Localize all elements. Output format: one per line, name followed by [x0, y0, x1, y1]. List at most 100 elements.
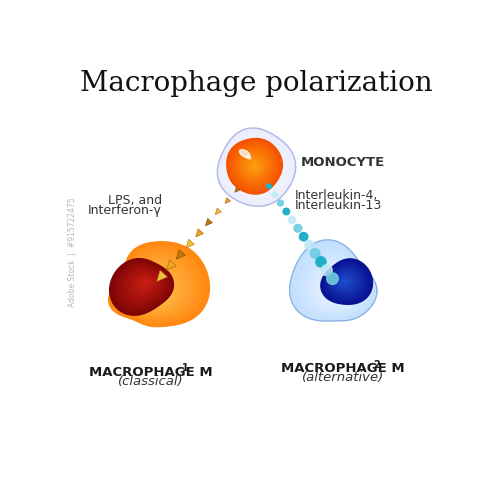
Polygon shape	[234, 146, 276, 187]
Text: Macrophage polarization: Macrophage polarization	[80, 70, 432, 96]
Polygon shape	[229, 140, 284, 194]
Text: 1: 1	[182, 364, 188, 374]
Polygon shape	[330, 267, 363, 296]
Polygon shape	[250, 161, 259, 171]
Polygon shape	[250, 161, 263, 174]
Polygon shape	[143, 280, 149, 286]
Polygon shape	[253, 164, 256, 168]
Polygon shape	[298, 248, 371, 316]
Polygon shape	[134, 274, 156, 294]
Text: Interferon-γ: Interferon-γ	[88, 204, 162, 217]
Polygon shape	[327, 264, 366, 298]
Polygon shape	[114, 261, 170, 312]
Polygon shape	[238, 150, 270, 182]
Polygon shape	[227, 138, 282, 194]
Text: Adobe Stock  |  #915722475: Adobe Stock | #915722475	[68, 198, 76, 308]
Polygon shape	[320, 270, 356, 303]
Polygon shape	[324, 261, 370, 302]
Polygon shape	[244, 156, 265, 176]
Ellipse shape	[240, 150, 250, 158]
Polygon shape	[251, 162, 258, 170]
Polygon shape	[314, 264, 360, 306]
Polygon shape	[251, 162, 262, 173]
Polygon shape	[339, 289, 342, 292]
Polygon shape	[337, 287, 344, 294]
Polygon shape	[230, 142, 279, 190]
Polygon shape	[166, 260, 176, 270]
Polygon shape	[228, 138, 285, 196]
Text: MACROPHAGE M: MACROPHAGE M	[281, 362, 404, 375]
Polygon shape	[340, 277, 350, 286]
Polygon shape	[342, 279, 347, 283]
Polygon shape	[146, 287, 154, 294]
Polygon shape	[250, 162, 258, 170]
Text: (classical): (classical)	[118, 375, 183, 388]
Polygon shape	[144, 282, 148, 284]
Polygon shape	[141, 279, 150, 287]
Polygon shape	[110, 244, 207, 325]
Polygon shape	[254, 165, 255, 166]
Polygon shape	[244, 154, 270, 180]
Polygon shape	[242, 154, 266, 178]
Polygon shape	[108, 242, 210, 326]
Text: MONOCYTE: MONOCYTE	[300, 156, 385, 168]
Circle shape	[278, 200, 283, 206]
Polygon shape	[239, 151, 270, 182]
Polygon shape	[216, 208, 222, 214]
Polygon shape	[330, 281, 348, 297]
Polygon shape	[310, 260, 362, 309]
Polygon shape	[321, 259, 372, 304]
Polygon shape	[312, 262, 361, 308]
Polygon shape	[114, 248, 202, 322]
Polygon shape	[300, 250, 370, 315]
Polygon shape	[157, 270, 168, 281]
Polygon shape	[112, 260, 172, 314]
Polygon shape	[335, 285, 345, 294]
Text: (alternative): (alternative)	[302, 371, 384, 384]
Circle shape	[272, 192, 278, 198]
Polygon shape	[322, 260, 371, 303]
Polygon shape	[230, 142, 280, 191]
Polygon shape	[232, 144, 278, 189]
Polygon shape	[236, 148, 272, 184]
Polygon shape	[316, 266, 358, 306]
Polygon shape	[126, 264, 182, 311]
Polygon shape	[136, 275, 168, 302]
Polygon shape	[240, 152, 269, 180]
Polygon shape	[138, 277, 166, 301]
Polygon shape	[233, 144, 276, 188]
Polygon shape	[252, 164, 260, 172]
Polygon shape	[132, 273, 158, 295]
Polygon shape	[130, 268, 178, 308]
Polygon shape	[120, 266, 166, 306]
Polygon shape	[118, 254, 195, 318]
Polygon shape	[334, 272, 357, 291]
Circle shape	[326, 273, 338, 284]
Polygon shape	[116, 252, 197, 320]
Polygon shape	[332, 283, 346, 296]
Polygon shape	[134, 274, 170, 304]
Polygon shape	[147, 289, 151, 292]
Polygon shape	[226, 138, 286, 198]
Polygon shape	[324, 274, 352, 300]
Polygon shape	[338, 274, 353, 288]
Circle shape	[294, 224, 302, 232]
Polygon shape	[254, 165, 259, 170]
Polygon shape	[240, 150, 274, 184]
Text: Interleukin-13: Interleukin-13	[295, 200, 382, 212]
Polygon shape	[176, 250, 186, 259]
Polygon shape	[144, 285, 156, 296]
Polygon shape	[240, 152, 268, 180]
Polygon shape	[330, 268, 362, 295]
Polygon shape	[238, 150, 275, 186]
Polygon shape	[335, 272, 356, 290]
Polygon shape	[244, 156, 264, 176]
Polygon shape	[308, 258, 364, 310]
Polygon shape	[341, 278, 349, 285]
Polygon shape	[234, 146, 275, 186]
Polygon shape	[242, 153, 268, 180]
Circle shape	[266, 184, 272, 188]
Polygon shape	[236, 148, 273, 185]
Polygon shape	[228, 139, 281, 194]
Polygon shape	[246, 157, 264, 175]
